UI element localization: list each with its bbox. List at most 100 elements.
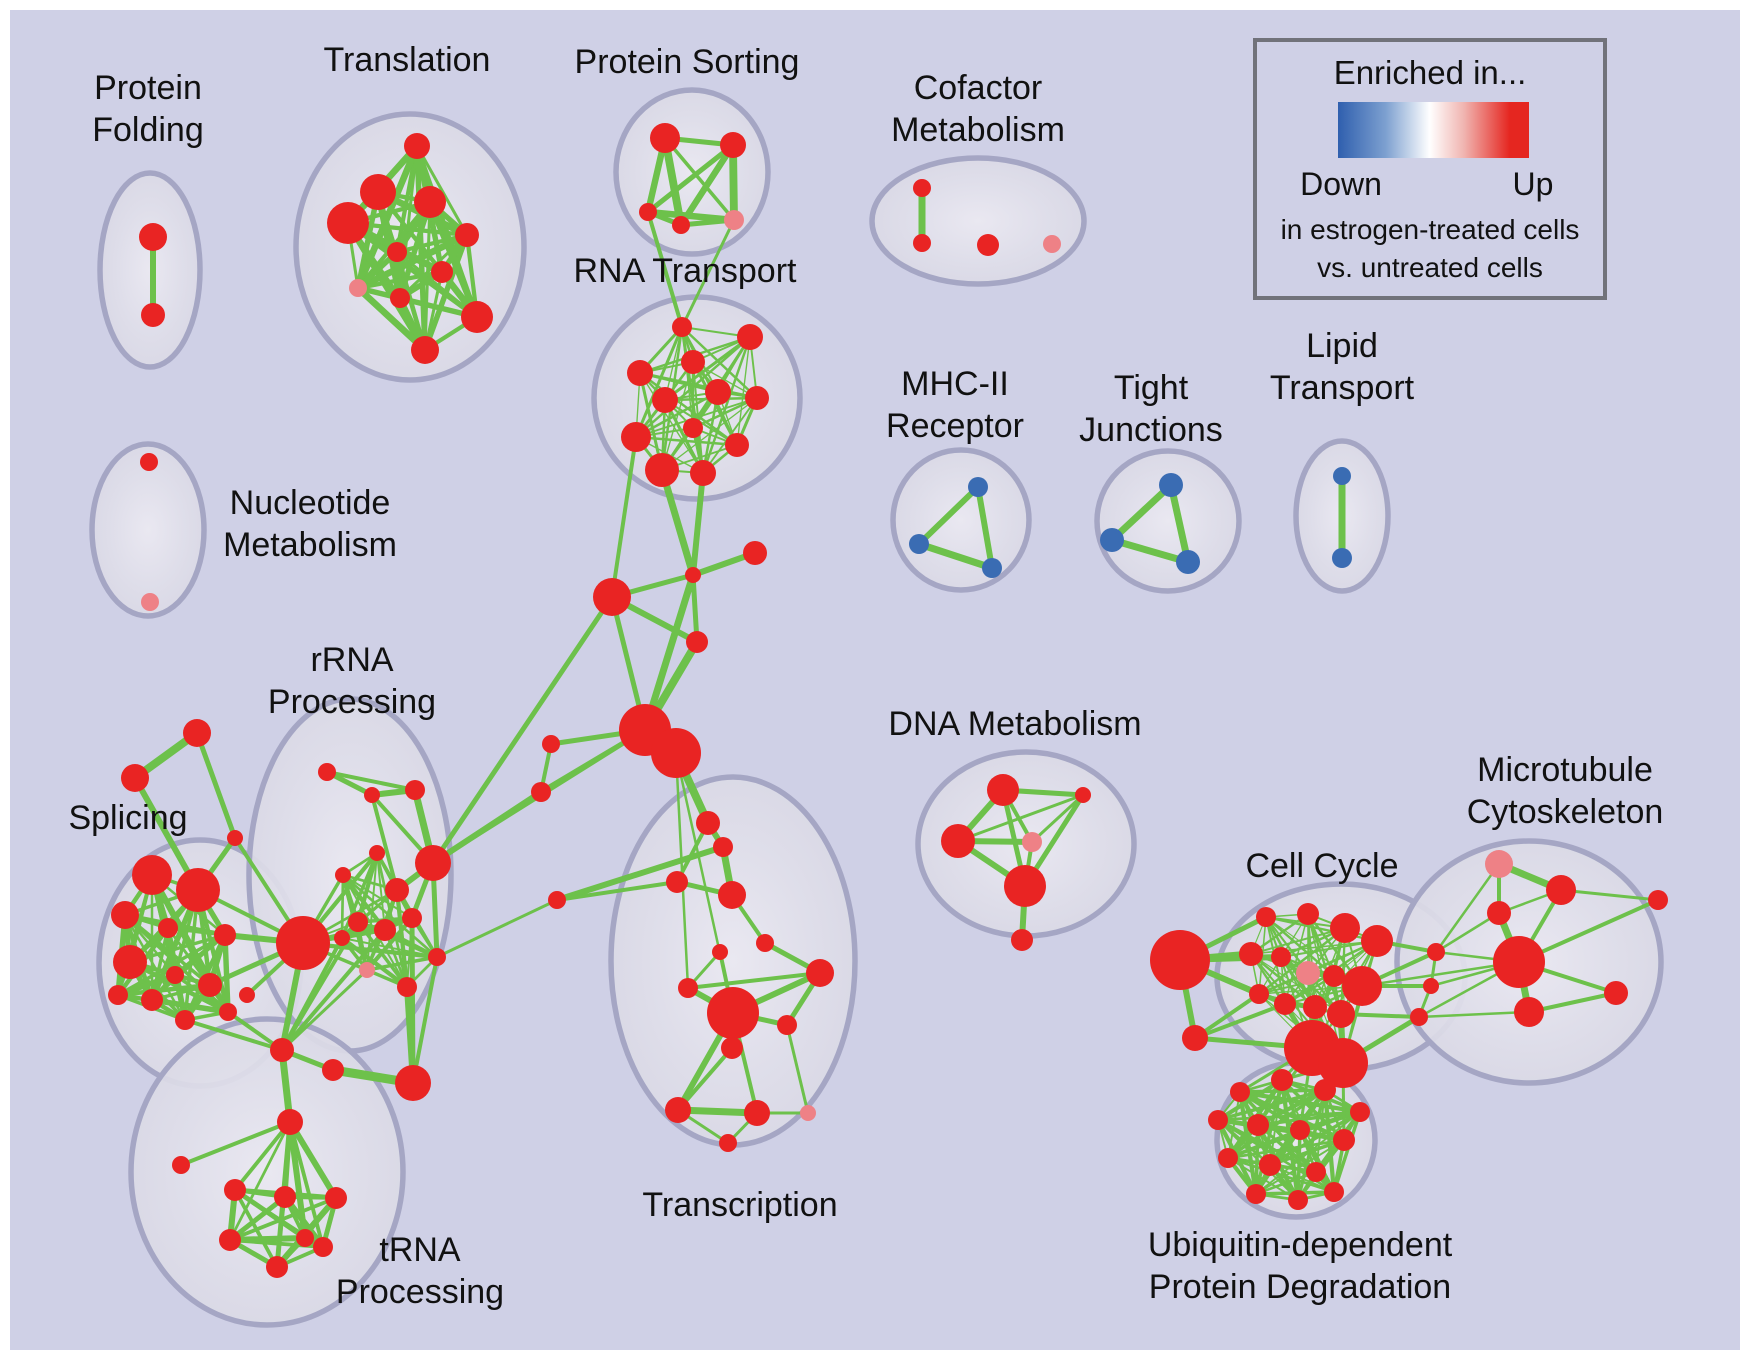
rna-transport-node-3 — [627, 360, 653, 386]
ubiquitin-degradation-node-7 — [1333, 1129, 1355, 1151]
splicing-node-6 — [166, 966, 184, 984]
edge — [1257, 926, 1347, 996]
microtubule-cytoskeleton-node-0 — [1485, 850, 1513, 878]
translation-node-7 — [349, 279, 367, 297]
ubiquitin-degradation-node-5 — [1247, 1114, 1269, 1136]
rrna-processing-node-12 — [359, 962, 375, 978]
protein-folding-node-1 — [141, 303, 165, 327]
edge — [183, 1018, 284, 1052]
edge — [680, 218, 736, 329]
edge — [676, 1046, 734, 1112]
edge — [435, 898, 559, 959]
edge — [1226, 1128, 1302, 1160]
cell-cycle-node-4 — [1361, 925, 1393, 957]
edge — [430, 594, 615, 866]
edge — [354, 231, 471, 292]
rrna-processing-node-0 — [318, 763, 336, 781]
edge — [1268, 1138, 1346, 1167]
legend-subtitle-line1: in estrogen-treated cells — [1280, 214, 1580, 245]
edge — [365, 955, 439, 972]
central-connectors-node-2 — [743, 541, 767, 565]
microtubule-cytoskeleton-node-3 — [1493, 936, 1545, 988]
cofactor-metabolism-node-1 — [913, 234, 931, 252]
splicing-node-5 — [113, 945, 147, 979]
edge — [1280, 940, 1378, 958]
ubiquitin-degradation-label: Ubiquitin-dependent — [1148, 1226, 1453, 1264]
tight-junctions-node-2 — [1176, 550, 1200, 574]
transcription-node-0 — [696, 811, 720, 835]
edge — [646, 210, 684, 329]
cluster-labels: Protein Folding Translation Protein Sorting… — [68, 41, 1663, 1311]
transcription-node-13 — [744, 1100, 770, 1126]
legend-box: Enriched in... Down Up in estrogen-treat… — [1253, 38, 1607, 300]
microtubule-cytoskeleton-node-5 — [1604, 981, 1628, 1005]
translation-node-8 — [390, 288, 410, 308]
rna-transport-node-4 — [652, 387, 678, 413]
translation-node-1 — [360, 174, 396, 210]
protein-sorting-node-3 — [672, 216, 690, 234]
cell-cycle-node-2 — [1297, 903, 1319, 925]
dna-metabolism-node-1 — [1075, 787, 1091, 803]
lipid-transport-label: Lipid — [1306, 327, 1378, 365]
edge — [1030, 793, 1085, 844]
edge — [1254, 1170, 1318, 1196]
edge — [325, 770, 417, 792]
cell-cycle-node-6 — [1271, 947, 1291, 967]
cell-cycle-label: Cell Cycle — [1245, 847, 1398, 885]
dna-metabolism-label: DNA Metabolism — [888, 705, 1141, 743]
protein-sorting-node-2 — [639, 203, 657, 221]
edge — [1255, 1139, 1345, 1195]
edge — [638, 371, 759, 400]
microtubule-cytoskeleton-node-6 — [1648, 890, 1668, 910]
edge — [1559, 888, 1660, 902]
edge — [227, 1194, 288, 1243]
transcription-node-1 — [713, 837, 733, 857]
transcription-node-3 — [718, 881, 746, 909]
trna-processing-label: Processing — [336, 1273, 504, 1311]
rrna-processing-node-16 — [239, 987, 255, 1003]
protein-folding-node-0 — [139, 223, 167, 251]
edge — [663, 335, 752, 402]
legend-down-label: Down — [1300, 166, 1382, 202]
edge — [115, 992, 231, 1015]
dna-metabolism-node-2 — [941, 824, 975, 858]
edge — [634, 435, 739, 447]
edge — [1296, 1128, 1302, 1202]
cell-cycle-node-14 — [1182, 1025, 1208, 1051]
cofactor-metabolism-label: Metabolism — [891, 111, 1065, 149]
cell-cycle-node-11 — [1274, 993, 1296, 1015]
translation-node-3 — [327, 202, 369, 244]
edge — [686, 971, 822, 990]
transcription-node-12 — [665, 1097, 691, 1123]
ubiquitin-degradation-node-9 — [1259, 1154, 1281, 1176]
edge — [280, 928, 387, 1052]
edge — [674, 751, 690, 990]
translation-node-9 — [461, 301, 493, 333]
edge — [916, 484, 981, 547]
edge — [1250, 940, 1378, 955]
edge — [663, 398, 705, 475]
edge — [1193, 1002, 1287, 1040]
edge — [1332, 1110, 1362, 1194]
nucleotide-metabolism-node-0 — [140, 453, 158, 471]
microtubule-cytoskeleton-node-4 — [1514, 997, 1544, 1027]
edge — [1284, 913, 1309, 1005]
transcription-node-6 — [756, 934, 774, 952]
tight-junctions-node-0 — [1159, 473, 1183, 497]
splicing-node-3 — [158, 918, 178, 938]
translation-node-0 — [404, 133, 430, 159]
cell-cycle-node-10 — [1249, 984, 1269, 1004]
edge — [641, 571, 697, 734]
rrna-processing-node-4 — [335, 867, 351, 883]
ubiquitin-degradation-label: Protein Degradation — [1149, 1268, 1451, 1306]
protein-sorting-node-0 — [650, 123, 680, 153]
rrna-processing-label: rRNA — [310, 641, 393, 679]
central-connectors-node-6 — [542, 735, 560, 753]
edge — [409, 915, 416, 1086]
translation-node-4 — [455, 223, 479, 247]
central-connectors-node-0 — [593, 578, 631, 616]
protein-folding-label: Protein — [94, 69, 202, 107]
rrna-processing-node-9 — [402, 908, 422, 928]
splicing-node-1 — [176, 868, 220, 912]
lipid-transport-label: Transport — [1270, 369, 1415, 407]
